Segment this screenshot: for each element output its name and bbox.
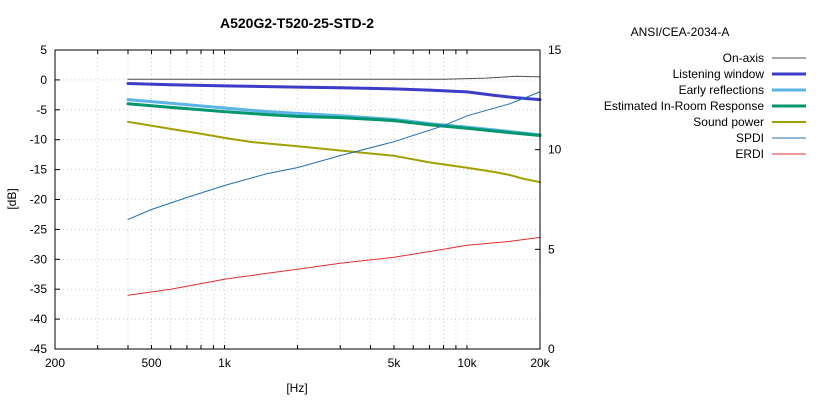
series-line-listening-window [126, 82, 542, 102]
legend: On-axis Listening window Early reflections… [604, 51, 806, 161]
y2-tick-label: 10 [548, 143, 562, 157]
x-tick-label: 200 [45, 356, 65, 370]
y-tick-label: -20 [30, 193, 48, 207]
y2-tick-label: 5 [548, 242, 555, 256]
legend-label-spdi: SPDI [736, 131, 764, 145]
legend-label-listening-window: Listening window [673, 67, 765, 81]
y-axis-label: [dB] [5, 188, 19, 209]
series-line-sound-power [127, 120, 541, 184]
x-tick-label: 5k [388, 356, 402, 370]
x-tick-label: 500 [141, 356, 161, 370]
y-tick-label: -30 [30, 252, 48, 266]
legend-title: ANSI/CEA-2034-A [631, 25, 730, 39]
x-axis-label: [Hz] [286, 381, 307, 395]
y-tick-label: -40 [30, 312, 48, 326]
series-line-estimated-in-room-response [126, 102, 542, 137]
legend-label-early-reflections: Early reflections [679, 83, 764, 97]
y-tick-label: 0 [40, 73, 47, 87]
axis-ticks: 5 0 -5 -10 -15 -20 -25 -30 -35 -40 -45 15 10 5 0 200 500… [30, 43, 562, 370]
x-tick-label: 1k [218, 356, 232, 370]
y-tick-label: -35 [30, 282, 48, 296]
grid [55, 50, 540, 349]
y2-tick-label: 0 [548, 342, 555, 356]
y2-tick-label: 15 [548, 43, 562, 57]
series-line-erdi [127, 236, 541, 296]
legend-label-on-axis: On-axis [723, 51, 764, 65]
chart-title: A520G2-T520-25-STD-2 [220, 15, 374, 31]
y-tick-label: -10 [30, 133, 48, 147]
y-tick-label: -5 [36, 103, 47, 117]
legend-label-sound-power: Sound power [693, 115, 764, 129]
x-tick-label: 10k [457, 356, 477, 370]
series-line-spdi [127, 91, 541, 220]
y-tick-label: -15 [30, 163, 48, 177]
y-tick-label: -45 [30, 342, 48, 356]
series-layer [126, 75, 542, 296]
legend-label-estimated-in-room-response: Estimated In-Room Response [604, 99, 764, 113]
x-tick-label: 20k [530, 356, 550, 370]
legend-label-erdi: ERDI [735, 147, 764, 161]
y-tick-label: 5 [40, 43, 47, 57]
series-line-on-axis [127, 75, 541, 80]
y-tick-label: -25 [30, 222, 48, 236]
